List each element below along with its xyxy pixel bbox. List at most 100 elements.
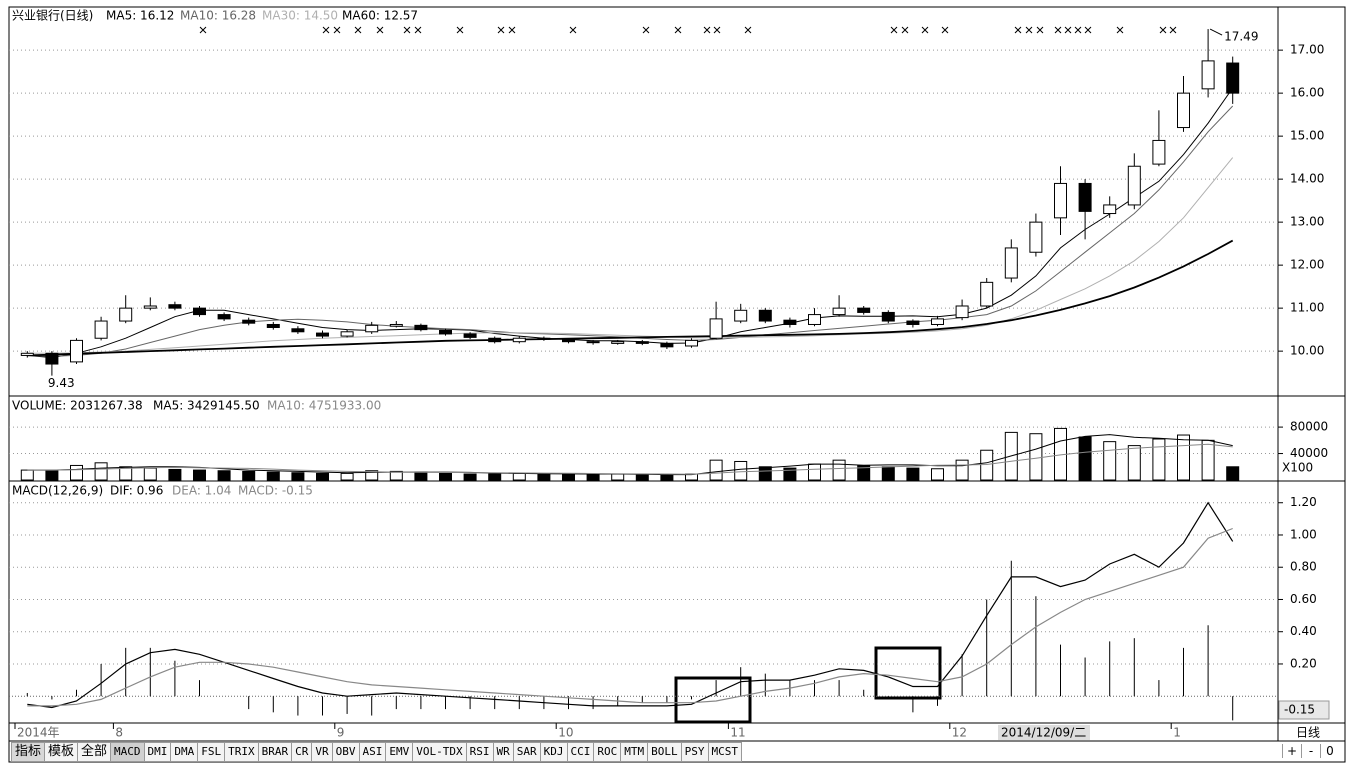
y-tick-label: 12.00 bbox=[1290, 258, 1324, 272]
candle-body bbox=[1152, 139, 1166, 165]
volume-bar bbox=[537, 473, 551, 481]
ma-line bbox=[27, 157, 1234, 354]
candle-body bbox=[143, 305, 157, 309]
event-marker bbox=[901, 26, 909, 34]
volume-bar bbox=[45, 470, 59, 481]
volume-bar bbox=[389, 470, 403, 481]
indicator-tab[interactable]: VR bbox=[312, 742, 333, 762]
volume-bar bbox=[1078, 436, 1092, 481]
volume-bar bbox=[266, 471, 280, 481]
indicator-tab[interactable]: CR bbox=[292, 742, 313, 762]
indicator-tab[interactable]: VOL-TDX bbox=[413, 742, 467, 762]
indicator-tab[interactable]: MTM bbox=[621, 742, 649, 762]
volume-bar bbox=[709, 459, 723, 481]
candle-body bbox=[463, 333, 477, 338]
current-value: -0.15 bbox=[1284, 703, 1315, 717]
indicator-tab[interactable]: ASI bbox=[359, 742, 387, 762]
volume-bar bbox=[1103, 441, 1117, 481]
volume-bar bbox=[611, 473, 625, 481]
zoom-button[interactable]: - bbox=[1301, 744, 1320, 758]
indicator-tab[interactable]: ROC bbox=[594, 742, 622, 762]
event-marker bbox=[569, 26, 577, 34]
candle-body bbox=[193, 307, 206, 316]
indicator-tab[interactable]: WR bbox=[493, 742, 514, 762]
macd-line bbox=[27, 527, 1233, 707]
indicator-tab[interactable]: KDJ bbox=[540, 742, 568, 762]
event-marker bbox=[1169, 26, 1177, 34]
event-marker bbox=[1064, 26, 1072, 34]
volume-bar bbox=[463, 473, 477, 481]
zoom-button[interactable]: 0 bbox=[1320, 744, 1339, 758]
event-marker bbox=[890, 26, 898, 34]
indicator-tab[interactable]: BRAR bbox=[258, 742, 293, 762]
indicator-tab[interactable]: 模板 bbox=[45, 742, 79, 762]
indicator-tab[interactable]: SAR bbox=[513, 742, 541, 762]
legend-entry: MA10: 16.28 bbox=[180, 9, 256, 23]
candle-body bbox=[316, 332, 329, 337]
y-tick-label: 11.00 bbox=[1290, 301, 1324, 315]
event-marker bbox=[1159, 26, 1167, 34]
ma-line bbox=[27, 87, 1234, 359]
x-tick-label: 1 bbox=[1173, 726, 1181, 740]
zoom-controls: + -0 bbox=[1282, 744, 1339, 758]
y-tick-label: 16.00 bbox=[1290, 86, 1324, 100]
candle-body bbox=[857, 307, 871, 313]
volume-bar bbox=[758, 466, 772, 481]
event-marker bbox=[1036, 26, 1044, 34]
candle-body bbox=[389, 323, 403, 327]
indicator-tab[interactable]: TRIX bbox=[225, 742, 259, 762]
zoom-button[interactable]: + bbox=[1282, 744, 1301, 758]
volume-bar bbox=[955, 459, 969, 481]
indicator-tab[interactable]: MACD bbox=[111, 742, 145, 762]
panel-title: VOLUME: 2031267.38 bbox=[12, 399, 143, 413]
candle-body bbox=[881, 311, 895, 322]
volume-bar bbox=[119, 466, 133, 481]
indicator-tab[interactable]: DMA bbox=[171, 742, 199, 762]
event-marker bbox=[713, 26, 721, 34]
legend-entry: MA10: 4751933.00 bbox=[267, 399, 381, 413]
volume-bar bbox=[1152, 438, 1166, 481]
ma-line bbox=[27, 105, 1234, 357]
indicator-tab[interactable]: 全部 bbox=[78, 742, 112, 762]
volume-ma-line bbox=[27, 443, 1233, 475]
volume-bar bbox=[488, 473, 502, 481]
indicator-tab[interactable]: OBV bbox=[332, 742, 360, 762]
indicator-tab[interactable]: BOLL bbox=[648, 742, 682, 762]
x-tick-label: 9 bbox=[337, 726, 345, 740]
indicator-tab[interactable]: FSL bbox=[198, 742, 226, 762]
candle-body bbox=[1177, 92, 1190, 129]
indicator-tab[interactable]: RSI bbox=[466, 742, 494, 762]
panel-title: MACD(12,26,9) bbox=[12, 484, 103, 498]
volume-bar bbox=[20, 469, 34, 481]
frame bbox=[8, 6, 1346, 763]
candle-body bbox=[635, 341, 649, 344]
legend-entry: MA60: 12.57 bbox=[342, 9, 418, 23]
indicator-tab[interactable]: CCI bbox=[567, 742, 595, 762]
volume-bar bbox=[70, 464, 83, 481]
event-marker bbox=[674, 26, 682, 34]
candle-body bbox=[119, 307, 133, 322]
indicator-tab[interactable]: EMV bbox=[386, 742, 414, 762]
legend-entry: DEA: 1.04 bbox=[172, 484, 231, 498]
event-marker bbox=[333, 26, 341, 34]
x-tick-label: 12 bbox=[952, 726, 967, 740]
candle-body bbox=[660, 342, 674, 348]
low-annotation: 9.43 bbox=[48, 376, 75, 390]
y-tick-label: 14.00 bbox=[1290, 172, 1324, 186]
y-tick-label: 0.40 bbox=[1290, 624, 1317, 638]
y-tick-label: 40000 bbox=[1290, 446, 1328, 460]
candle-body bbox=[340, 331, 354, 337]
period-label: 日线 bbox=[1296, 726, 1320, 740]
indicator-tab[interactable]: PSY bbox=[681, 742, 709, 762]
volume-bar bbox=[931, 468, 944, 481]
candle-body bbox=[562, 339, 575, 343]
volume-bar bbox=[143, 467, 157, 481]
legend-entry: MA30: 14.50 bbox=[262, 9, 338, 23]
candle-body bbox=[685, 339, 698, 347]
highlight-box bbox=[674, 676, 752, 724]
candle-body bbox=[611, 341, 625, 344]
indicator-tab[interactable]: DMI bbox=[144, 742, 172, 762]
indicator-tab[interactable]: 指标 bbox=[11, 742, 46, 762]
indicator-tab[interactable]: MCST bbox=[708, 742, 743, 762]
candle-body bbox=[1054, 182, 1067, 219]
